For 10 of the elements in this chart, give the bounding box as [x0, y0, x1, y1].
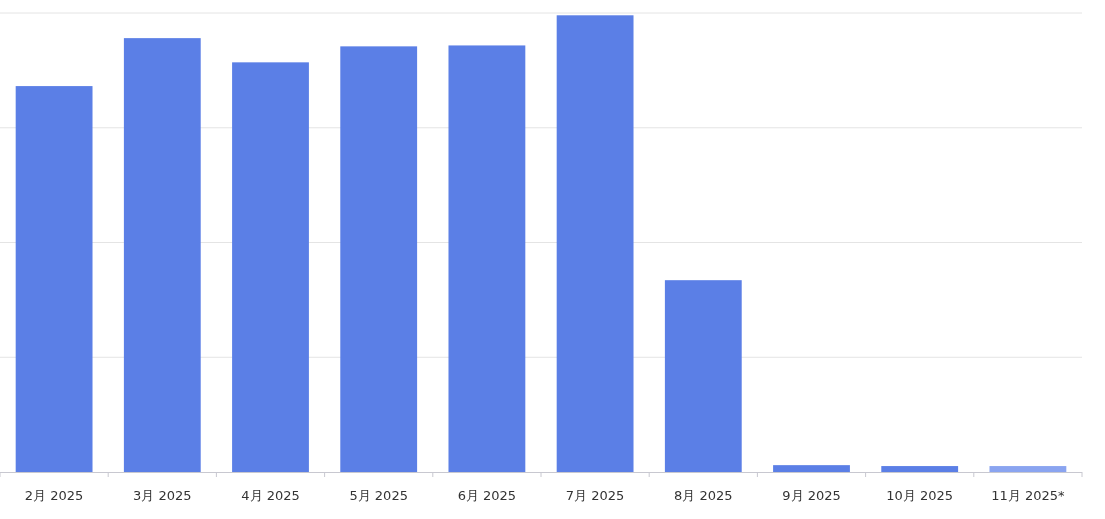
x-tick-label: 3月 2025	[133, 488, 192, 503]
x-tick-label: 5月 2025	[349, 488, 408, 503]
x-tick-label: 8月 2025	[674, 488, 733, 503]
x-tick-label: 2月 2025	[24, 488, 84, 503]
x-tick-label: 9月 2025	[782, 488, 841, 503]
x-tick-label: 6月 2025	[457, 488, 517, 503]
x-tick-label: 4月 2025	[241, 488, 300, 503]
x-tick-label: 11月 2025*	[991, 488, 1066, 503]
x-tick-label: 10月 2025	[886, 488, 954, 503]
x-tick-label: 7月 2025	[565, 488, 625, 503]
